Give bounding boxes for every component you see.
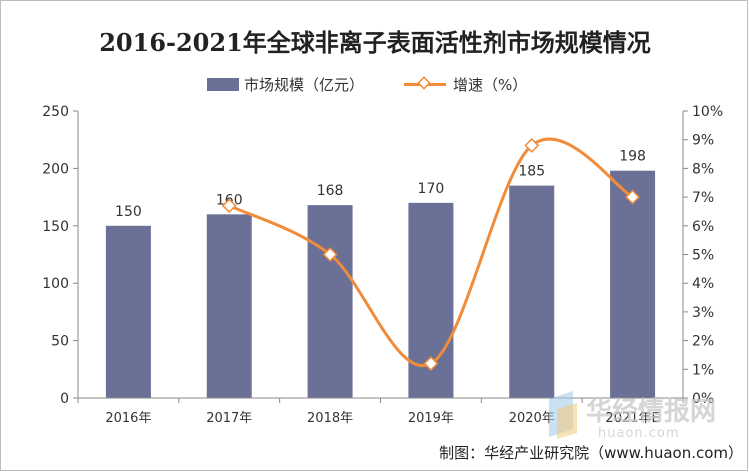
category-label: 2021年E [605, 411, 659, 426]
bar-data-label: 198 [619, 149, 646, 165]
right-tick-label: 0% [692, 391, 714, 407]
right-tick-label: 5% [692, 248, 714, 264]
growth-point [524, 138, 540, 153]
bar [307, 205, 353, 398]
bar-data-label: 185 [518, 164, 545, 180]
right-tick-label: 3% [692, 305, 714, 321]
source-note: 制图：华经产业研究院（www.huaon.com） [439, 444, 743, 462]
right-tick-label: 2% [692, 334, 714, 350]
right-y-axis: 0% 1% 2% 3% 4% 5% 6% 7% 8% 9% 10% [682, 104, 723, 407]
category-label: 2017年 [206, 411, 252, 426]
growth-point [423, 356, 439, 371]
bar-data-label: 150 [115, 204, 142, 220]
bar-series: 150160168170185198 [105, 149, 656, 398]
bar [206, 214, 252, 398]
right-tick-label: 4% [692, 276, 714, 292]
right-tick-label: 6% [692, 219, 714, 235]
left-tick-label: 100 [42, 276, 69, 292]
bar [509, 185, 555, 398]
left-tick-label: 200 [42, 161, 69, 177]
bar [610, 170, 656, 398]
category-label: 2018年 [307, 411, 353, 426]
legend-line-label: 增速（%） [453, 76, 527, 94]
line-series [221, 137, 641, 371]
watermark-logo-accent [557, 403, 577, 439]
bar-data-label: 168 [317, 183, 344, 199]
legend-bar-label: 市场规模（亿元） [244, 76, 364, 94]
right-tick-label: 7% [692, 190, 714, 206]
category-label: 2016年 [105, 411, 151, 426]
left-tick-label: 250 [42, 104, 69, 120]
category-label: 2019年 [408, 411, 454, 426]
left-tick-label: 0 [60, 391, 69, 407]
watermark-url: huaon.com [598, 426, 680, 441]
right-tick-label: 8% [692, 161, 714, 177]
right-tick-label: 9% [692, 133, 714, 149]
left-tick-label: 150 [42, 219, 69, 235]
watermark-text: 华经情报网 [586, 396, 716, 427]
growth-line [228, 137, 634, 368]
watermark: 华经情报网 huaon.com [549, 391, 716, 441]
category-label: 2020年 [509, 411, 555, 426]
right-tick-label: 1% [692, 362, 714, 378]
legend-bar-swatch [207, 78, 239, 91]
growth-point [625, 189, 641, 205]
legend: 市场规模（亿元） 增速（%） [207, 76, 527, 94]
right-tick-label: 10% [692, 104, 723, 120]
legend-line-marker [417, 76, 431, 90]
bar-data-label: 170 [418, 181, 445, 197]
left-y-axis: 0 50 100 150 200 250 [42, 104, 79, 407]
x-axis: 2016年 2017年 2018年 2019年 2020年 2021年E [77, 397, 684, 426]
growth-point [221, 198, 237, 214]
growth-point [322, 247, 338, 262]
chart-title: 2016-2021年全球非离子表面活性剂市场规模情况 [99, 28, 651, 57]
left-tick-label: 50 [51, 334, 69, 350]
bar [105, 225, 151, 398]
